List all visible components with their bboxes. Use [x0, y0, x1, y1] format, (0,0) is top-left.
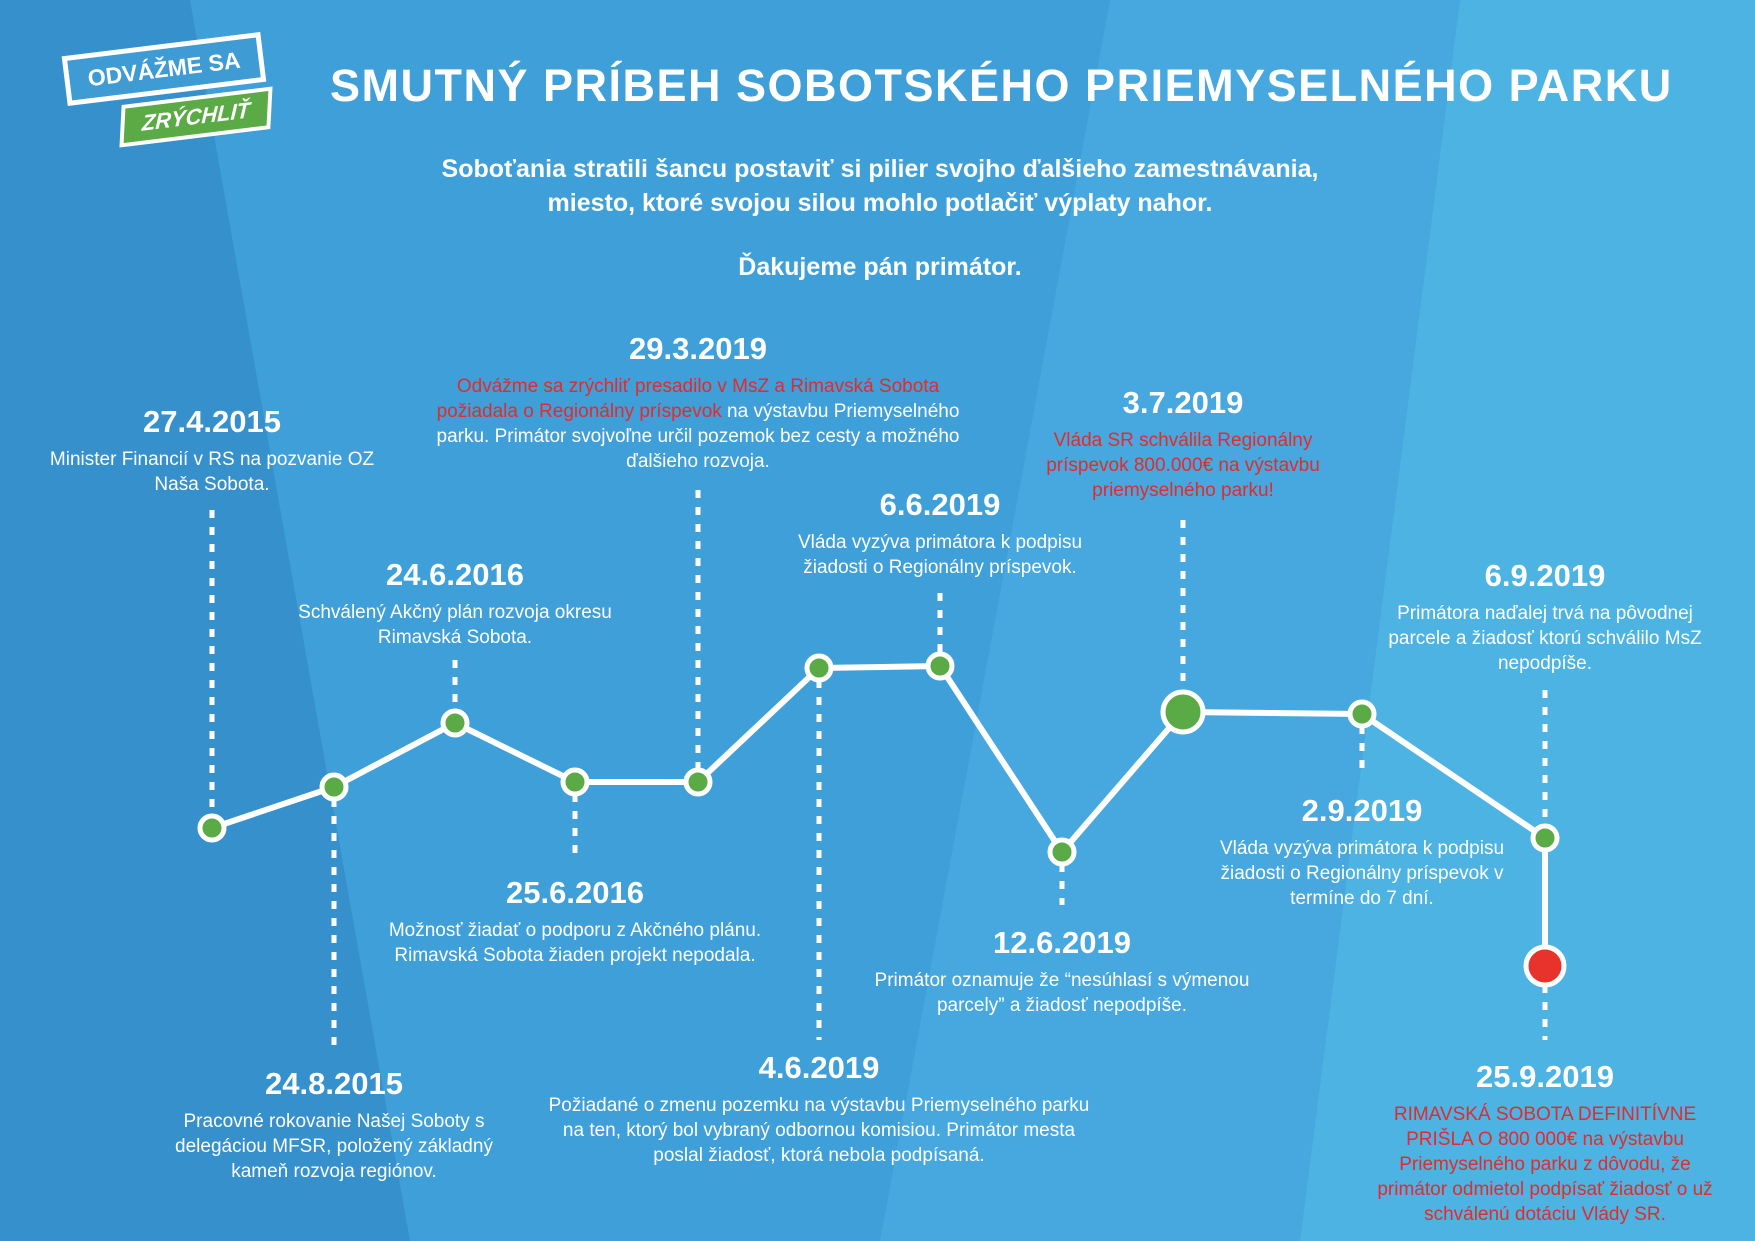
- event-date: 27.4.2015: [143, 404, 281, 439]
- event-25-9-2019: 25.9.2019 RIMAVSKÁ SOBOTA DEFINITÍVNE PR…: [1335, 1058, 1755, 1227]
- event-description: Pracovné rokovanie Našej Soboty s delegá…: [175, 1111, 493, 1182]
- event-description: Primátora naďalej trvá na pôvodnej parce…: [1388, 603, 1702, 674]
- timeline-node-12.6.2019: [1047, 837, 1077, 867]
- event-date: 2.9.2019: [1301, 793, 1423, 828]
- event-date: 6.9.2019: [1484, 558, 1606, 593]
- timeline-node-24.6.2016: [440, 708, 470, 738]
- event-date: 6.6.2019: [879, 487, 1001, 522]
- event-description: Možnosť žiadať o podporu z Akčného plánu…: [388, 920, 762, 966]
- event-date: 4.6.2019: [758, 1050, 880, 1085]
- event-29-3-2019: 29.3.2019 Odvážme sa zrýchliť presadilo …: [437, 330, 960, 474]
- event-date: 24.8.2015: [265, 1066, 403, 1101]
- event-24-8-2015: 24.8.2015 Pracovné rokovanie Našej Sobot…: [124, 1065, 544, 1184]
- event-description: Vláda SR schválila Regionálny príspevok …: [1046, 430, 1320, 501]
- event-6-9-2019: 6.9.2019 Primátora naďalej trvá na pôvod…: [1335, 557, 1755, 676]
- timeline-node-25.6.2016: [560, 767, 590, 797]
- event-3-7-2019: 3.7.2019 Vláda SR schválila Regionálny p…: [973, 384, 1393, 503]
- event-description: Schválený Akčný plán rozvoja okresu Rima…: [298, 602, 612, 648]
- event-description-rest: na výstavbu Priemyselného parku z dôvodu…: [1377, 1129, 1713, 1225]
- timeline-nodes: [197, 651, 1567, 988]
- timeline-node-6.9.2019: [1530, 823, 1560, 853]
- intro-line-2: miesto, ktoré svojou silou mohlo potlači…: [547, 189, 1213, 217]
- event-date: 3.7.2019: [1122, 385, 1244, 420]
- event-4-6-2019: 4.6.2019 Požiadané o zmenu pozemku na vý…: [549, 1049, 1090, 1168]
- event-date: 25.6.2016: [506, 875, 644, 910]
- event-description: Požiadané o zmenu pozemku na výstavbu Pr…: [548, 1095, 1090, 1166]
- connectors: [209, 490, 1548, 1045]
- event-description: Vláda vyzýva primátora k podpisu žiadost…: [1219, 838, 1505, 909]
- page-title: SMUTNÝ PRÍBEH SOBOTSKÉHO PRIEMYSELNÉHO P…: [330, 60, 1673, 111]
- event-highlight: Odvážme sa zrýchliť presadilo v MsZ a Ri…: [436, 376, 940, 422]
- timeline-line: [209, 663, 1548, 969]
- timeline-node-2.9.2019: [1347, 699, 1377, 729]
- event-description: Odvážme sa zrýchliť presadilo v MsZ a Ri…: [418, 374, 978, 474]
- event-description-rest: na výstavbu Priemyselného parku. Primáto…: [436, 401, 960, 472]
- thanks-line: Ďakujeme pán primátor.: [738, 253, 1022, 281]
- event-27-4-2015: 27.4.2015 Minister Financií v RS na pozv…: [2, 403, 422, 497]
- event-12-6-2019: 12.6.2019 Primátor oznamuje že “nesúhlas…: [852, 924, 1272, 1018]
- event-description: RIMAVSKÁ SOBOTA DEFINITÍVNE PRIŠLA O 800…: [1365, 1102, 1725, 1227]
- event-2-9-2019: 2.9.2019 Vláda vyzýva primátora k podpis…: [1152, 792, 1572, 911]
- intro-line-1: Soboťania stratili šancu postaviť si pil…: [441, 155, 1319, 183]
- timeline-node-3.7.2019: [1160, 689, 1206, 735]
- timeline-node-27.4.2015: [197, 813, 227, 843]
- event-25-6-2016: 25.6.2016 Možnosť žiadať o podporu z Akč…: [365, 874, 785, 968]
- event-description: Primátor oznamuje že “nesúhlasí s výmeno…: [874, 970, 1250, 1016]
- event-description: Vláda vyzýva primátora k podpisu žiadost…: [797, 532, 1083, 578]
- timeline-node-4.6.2019: [804, 653, 834, 683]
- event-6-6-2019: 6.6.2019 Vláda vyzýva primátora k podpis…: [730, 486, 1150, 580]
- event-date: 12.6.2019: [993, 925, 1131, 960]
- event-24-6-2016: 24.6.2016 Schválený Akčný plán rozvoja o…: [245, 556, 665, 650]
- timeline-node-29.3.2019: [683, 767, 713, 797]
- event-description: Minister Financií v RS na pozvanie OZ Na…: [49, 449, 375, 495]
- timeline-node-6.6.2019: [925, 651, 955, 681]
- event-date: 24.6.2016: [386, 557, 524, 592]
- event-highlight: RIMAVSKÁ SOBOTA DEFINITÍVNE PRIŠLA O 800…: [1393, 1104, 1697, 1150]
- timeline-node-24.8.2015: [319, 772, 349, 802]
- event-date: 29.3.2019: [629, 331, 767, 366]
- intro: Soboťania stratili šancu postaviť si pil…: [380, 152, 1380, 284]
- event-date: 25.9.2019: [1476, 1059, 1614, 1094]
- timeline-node-25.9.2019: [1523, 944, 1567, 988]
